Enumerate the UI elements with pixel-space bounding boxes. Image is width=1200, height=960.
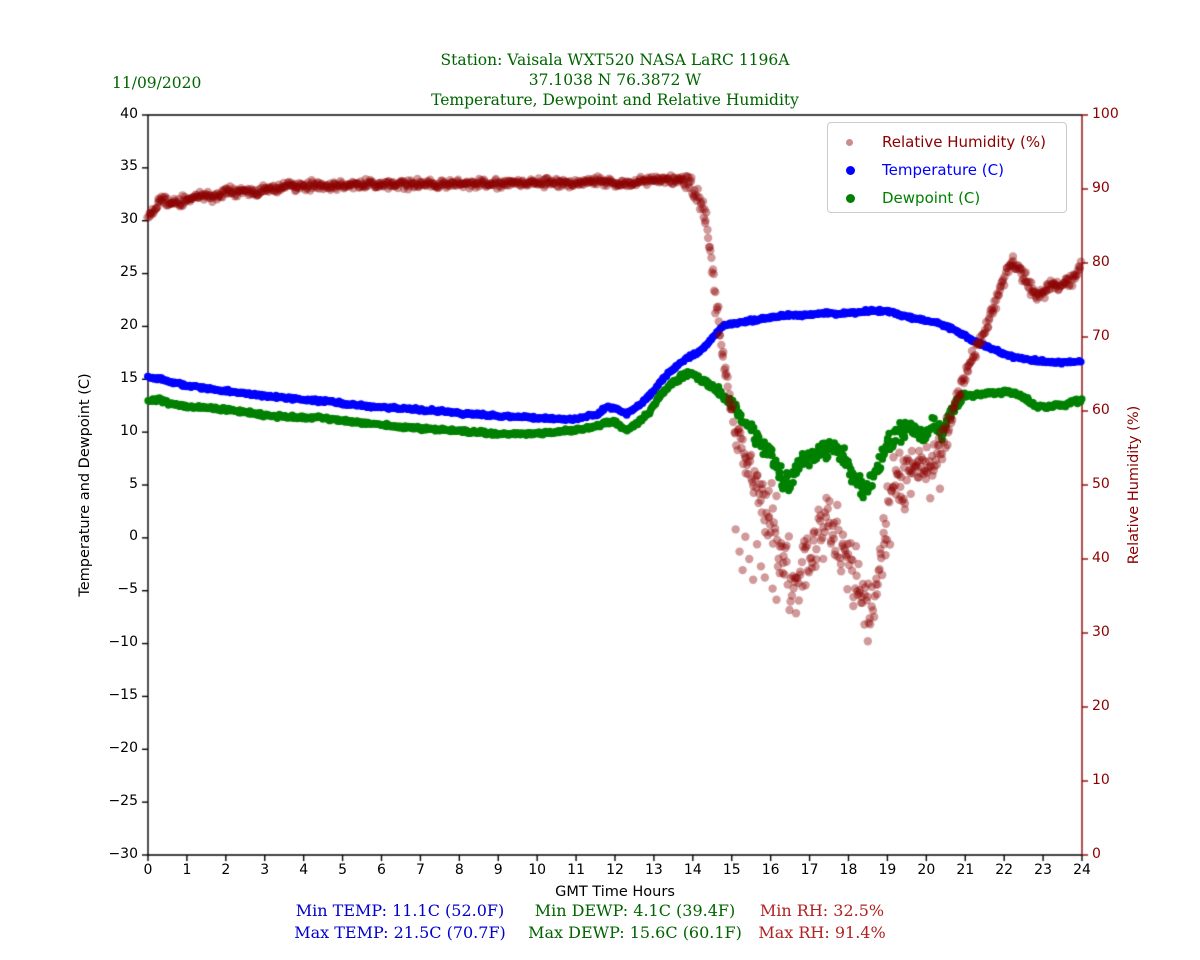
legend-entry-label: Dewpoint (C) — [882, 189, 981, 207]
x-tick-label: 3 — [260, 862, 270, 878]
min-rh-stat: Min RH: 32.5% — [759, 901, 885, 920]
right-tick-label: 100 — [1092, 105, 1119, 122]
legend-entry: Temperature (C) — [828, 156, 1066, 184]
right-tick-label: 90 — [1092, 179, 1110, 196]
left-tick-label: 20 — [120, 316, 138, 333]
x-tick-label: 7 — [415, 862, 425, 878]
x-tick-label: 13 — [644, 862, 663, 878]
x-tick-label: 10 — [528, 862, 547, 878]
left-tick-label: −30 — [108, 845, 138, 862]
x-tick-label: 24 — [1073, 862, 1091, 878]
x-tick-label: 2 — [221, 862, 231, 878]
title-subject-line: Temperature, Dewpoint and Relative Humid… — [431, 91, 799, 109]
right-tick-label: 60 — [1092, 401, 1110, 418]
legend-entry: Relative Humidity (%) — [828, 128, 1066, 156]
right-tick-label: 30 — [1092, 623, 1110, 640]
max-rh-stat: Max RH: 91.4% — [758, 923, 886, 942]
title-station-line: Station: Vaisala WXT520 NASA LaRC 1196A — [440, 51, 790, 69]
right-tick-label: 0 — [1092, 845, 1101, 862]
x-tick-label: 6 — [377, 862, 386, 878]
x-tick-label: 12 — [606, 862, 624, 878]
legend-entry: Dewpoint (C) — [828, 184, 1066, 212]
x-tick-label: 23 — [1034, 862, 1052, 878]
legend-marker-dot — [846, 138, 853, 146]
left-tick-label: 0 — [129, 528, 138, 545]
x-tick-label: 18 — [839, 862, 858, 878]
right-tick-label: 70 — [1092, 327, 1110, 344]
min-temp-stat: Min TEMP: 11.1C (52.0F) — [295, 901, 505, 920]
x-tick-label: 15 — [722, 862, 741, 878]
left-tick-label: −15 — [108, 686, 138, 703]
x-tick-label: 14 — [683, 862, 702, 878]
min-dewp-stat: Min DEWP: 4.1C (39.4F) — [534, 901, 736, 920]
legend-entry-label: Temperature (C) — [882, 161, 1004, 179]
right-tick-label: 20 — [1092, 697, 1110, 714]
x-axis-title: GMT Time Hours — [555, 884, 675, 900]
legend-marker-dot — [846, 165, 855, 175]
left-tick-label: −20 — [108, 739, 138, 756]
max-temp-stat: Max TEMP: 21.5C (70.7F) — [294, 923, 506, 942]
x-tick-label: 16 — [761, 862, 780, 878]
left-tick-label: −5 — [117, 581, 138, 598]
x-tick-label: 8 — [454, 862, 464, 878]
right-tick-label: 50 — [1092, 475, 1110, 492]
legend-entry-label: Relative Humidity (%) — [882, 133, 1046, 151]
left-tick-label: 5 — [129, 475, 138, 492]
x-tick-label: 0 — [143, 862, 153, 878]
left-tick-label: 25 — [120, 264, 138, 281]
x-tick-label: 4 — [299, 862, 309, 878]
x-tick-label: 19 — [878, 862, 897, 878]
right-tick-label: 80 — [1092, 253, 1110, 270]
date-label: 11/09/2020 — [112, 74, 202, 92]
left-tick-label: 35 — [120, 158, 138, 175]
right-tick-label: 10 — [1092, 771, 1110, 788]
left-tick-label: 15 — [120, 369, 138, 386]
title-location-line: 37.1038 N 76.3872 W — [528, 71, 702, 89]
legend-marker-dot — [846, 193, 855, 203]
x-tick-label: 20 — [917, 862, 936, 878]
x-tick-label: 22 — [995, 862, 1014, 878]
left-tick-label: 40 — [120, 105, 138, 122]
x-tick-label: 17 — [800, 862, 819, 878]
x-tick-label: 1 — [182, 862, 192, 878]
left-tick-label: −10 — [108, 634, 138, 651]
chart-title: Station: Vaisala WXT520 NASA LaRC 1196A … — [250, 50, 980, 110]
left-tick-label: 10 — [120, 422, 138, 439]
max-dewp-stat: Max DEWP: 15.6C (60.1F) — [528, 923, 742, 942]
right-tick-label: 40 — [1092, 549, 1110, 566]
x-tick-label: 11 — [567, 862, 585, 878]
x-tick-label: 21 — [956, 862, 975, 878]
x-tick-label: 9 — [493, 862, 503, 878]
legend: Relative Humidity (%) Temperature (C) Dewp… — [827, 122, 1067, 213]
x-tick-label: 5 — [338, 862, 348, 878]
left-tick-label: 30 — [120, 211, 138, 228]
left-tick-label: −25 — [108, 792, 138, 809]
